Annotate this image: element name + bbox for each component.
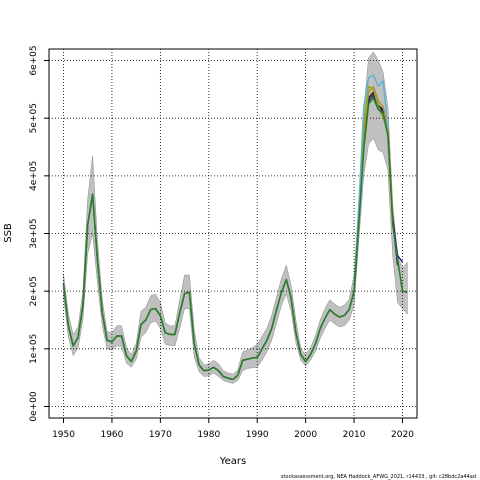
x-tick-label: 2020 <box>391 430 414 440</box>
x-axis-ticks: 1950 1960 1970 1980 1990 2000 2010 2020 <box>52 418 414 440</box>
y-tick-label: 5e+05 <box>29 103 39 133</box>
y-tick-label: 2e+05 <box>29 276 39 306</box>
confidence-band-layer <box>63 51 408 384</box>
y-axis-ticks: 0e+00 1e+05 2e+05 3e+05 4e+05 5e+05 6e+05 <box>29 45 49 422</box>
y-tick-label: 6e+05 <box>29 45 39 75</box>
x-tick-label: 1960 <box>100 430 123 440</box>
series-line <box>62 97 408 381</box>
y-tick-label: 4e+05 <box>29 161 39 191</box>
x-tick-label: 1950 <box>52 430 75 440</box>
y-tick-label: 3e+05 <box>29 218 39 248</box>
grid-layer <box>49 49 417 418</box>
x-tick-label: 2000 <box>294 430 317 440</box>
y-tick-label: 0e+00 <box>29 391 39 422</box>
x-tick-label: 2010 <box>343 430 366 440</box>
y-axis-title: SSB <box>3 223 14 243</box>
x-axis-title: Years <box>219 456 246 467</box>
confidence-band <box>63 51 408 384</box>
footer-note: stockassessment.org, NEA Haddock_AFWG_20… <box>281 474 476 480</box>
x-tick-label: 1970 <box>149 430 172 440</box>
series-layer <box>62 74 408 381</box>
x-tick-label: 1990 <box>246 430 269 440</box>
x-tick-label: 1980 <box>197 430 220 440</box>
y-tick-label: 1e+05 <box>29 334 39 364</box>
